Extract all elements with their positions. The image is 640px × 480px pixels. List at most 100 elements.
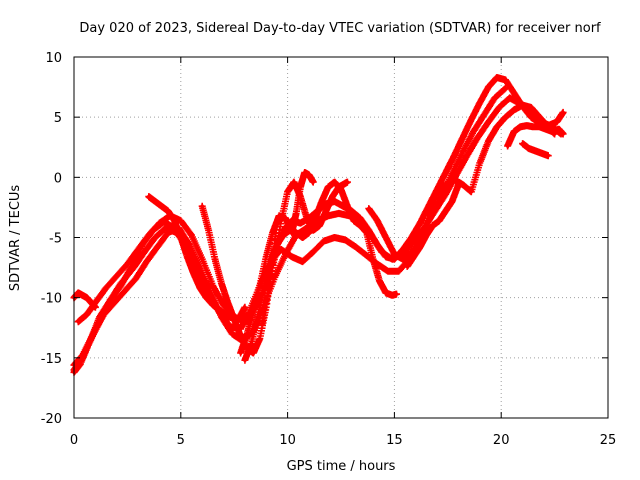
data-point (281, 233, 286, 237)
x-axis-label: GPS time / hours (287, 459, 396, 474)
data-point (300, 259, 305, 264)
series-track-10 (504, 122, 567, 150)
data-point (426, 214, 431, 218)
data-point (279, 247, 284, 252)
data-point (450, 199, 454, 204)
data-point (537, 125, 542, 129)
data-point (283, 216, 288, 220)
data-point (461, 182, 465, 187)
data-point (371, 257, 375, 262)
data-point (386, 269, 390, 274)
data-point (375, 218, 380, 223)
data-point (326, 185, 331, 189)
data-point (311, 180, 316, 184)
data-point (119, 283, 123, 288)
data-point (172, 218, 177, 223)
data-point (279, 218, 284, 223)
data-point (230, 315, 234, 319)
data-point (471, 129, 476, 134)
data-point (354, 245, 358, 249)
data-point (367, 206, 371, 211)
data-point (554, 120, 559, 124)
data-point (437, 218, 442, 223)
data-point (200, 204, 204, 208)
data-point (461, 150, 465, 154)
data-point (204, 295, 209, 300)
data-point (147, 194, 151, 199)
data-point (503, 115, 508, 119)
y-tick-label: -20 (41, 412, 62, 427)
data-point (238, 351, 243, 355)
data-point (294, 211, 298, 216)
data-point (258, 336, 262, 341)
data-point (503, 78, 508, 82)
data-point (159, 204, 164, 208)
chart-title: Day 020 of 2023, Sidereal Day-to-day VTE… (79, 21, 601, 36)
data-point (377, 279, 382, 283)
data-point (322, 239, 326, 243)
data-series-group (70, 74, 567, 376)
data-point (104, 286, 108, 290)
data-point (206, 228, 211, 233)
data-point (89, 336, 93, 341)
data-point (396, 269, 401, 274)
data-point (495, 75, 499, 80)
data-point (452, 177, 457, 182)
data-point (302, 170, 307, 175)
data-point (540, 151, 544, 156)
data-point (270, 230, 275, 235)
data-point (529, 105, 533, 110)
data-point (418, 245, 422, 249)
series-track-12 (403, 181, 462, 270)
data-point (243, 358, 247, 363)
data-point (525, 123, 529, 128)
data-point (456, 182, 461, 187)
data-point (185, 254, 189, 259)
data-point (465, 153, 469, 158)
data-point (512, 129, 516, 134)
data-point (287, 228, 292, 233)
data-point (497, 105, 501, 110)
data-point (300, 235, 305, 240)
data-point (409, 235, 414, 240)
data-point (561, 110, 565, 115)
data-point (364, 230, 369, 235)
data-point (561, 132, 565, 136)
data-point (166, 230, 170, 235)
data-point (544, 127, 548, 131)
data-point (108, 298, 113, 302)
data-point (364, 253, 369, 258)
y-tick-label: 5 (54, 111, 62, 126)
data-point (204, 286, 209, 290)
data-point (529, 115, 533, 119)
data-point (251, 351, 256, 355)
data-point (307, 173, 311, 177)
data-point (493, 96, 497, 100)
data-point (179, 235, 183, 240)
data-point (211, 283, 215, 288)
x-tick-label: 0 (70, 433, 78, 448)
data-point (294, 230, 298, 235)
data-point (260, 322, 264, 326)
data-point (129, 264, 134, 269)
data-point (345, 180, 350, 184)
data-point (85, 312, 89, 317)
x-tick-label: 25 (600, 433, 617, 448)
x-tick-label: 10 (279, 433, 296, 448)
data-point (298, 194, 303, 199)
data-point (405, 264, 410, 269)
data-point (443, 209, 448, 213)
data-point (219, 281, 224, 286)
data-point (486, 85, 491, 89)
data-point (305, 216, 309, 220)
data-point (358, 216, 363, 220)
data-point (85, 295, 89, 300)
y-axis-label: SDTVAR / TECUs (8, 185, 23, 292)
data-point (307, 230, 311, 235)
series-track-11 (519, 140, 552, 160)
data-point (482, 113, 486, 117)
data-point (226, 300, 230, 305)
data-point (352, 218, 356, 223)
data-point (194, 259, 198, 264)
